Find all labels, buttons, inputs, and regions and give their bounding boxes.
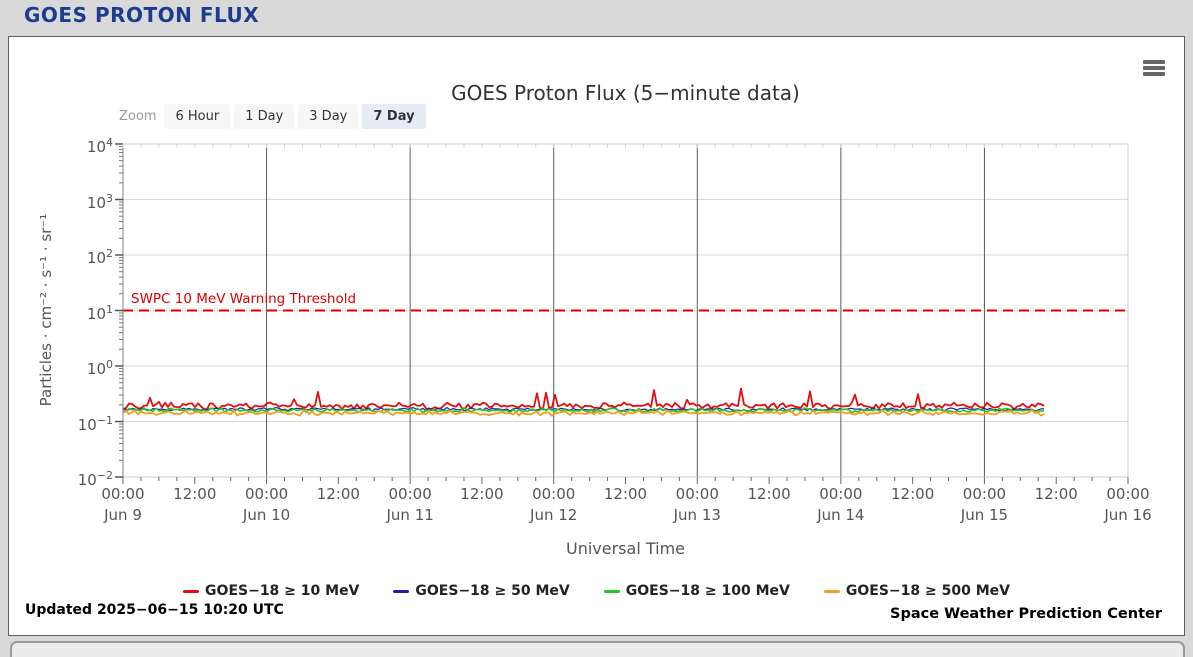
x-axis-date-label: Jun 13 <box>673 506 721 524</box>
threshold-label: SWPC 10 MeV Warning Threshold <box>131 291 357 307</box>
y-axis-tick-label: 10−1 <box>77 413 113 434</box>
x-axis-time-label: 12:00 <box>891 485 935 503</box>
y-axis-title: Particles · cm⁻² · s⁻¹ · sr⁻¹ <box>37 213 55 407</box>
series-line-4 <box>122 408 1045 417</box>
y-axis-tick-label: 102 <box>86 247 113 267</box>
x-axis-time-label: 12:00 <box>1034 485 1078 503</box>
x-axis-time-label: 00:00 <box>962 485 1007 503</box>
source-credit: Space Weather Prediction Center <box>890 606 1162 622</box>
x-axis-time-label: 00:00 <box>819 485 863 503</box>
x-axis-time-label: 00:00 <box>1106 485 1150 503</box>
x-axis-title: Universal Time <box>565 539 685 558</box>
x-axis-time-label: 00:00 <box>532 485 576 503</box>
legend-label: GOES−18 ≥ 100 MeV <box>625 583 790 599</box>
y-axis-tick-label: 10−2 <box>77 469 113 489</box>
x-axis-time-label: 00:00 <box>675 485 719 503</box>
zoom-button-3-day[interactable]: 3 Day <box>298 103 359 129</box>
x-axis-date-label: Jun 15 <box>960 506 1009 524</box>
x-axis-time-label: 12:00 <box>316 485 360 503</box>
zoom-label: Zoom <box>119 108 157 124</box>
legend-item-1[interactable]: GOES−18 ≥ 10 MeV <box>183 583 359 599</box>
x-axis-time-label: 12:00 <box>173 485 217 503</box>
legend: GOES−18 ≥ 10 MeV GOES−18 ≥ 50 MeV GOES−18 … <box>9 583 1184 599</box>
legend-item-2[interactable]: GOES−18 ≥ 50 MeV <box>393 583 570 599</box>
legend-label: GOES−18 ≥ 500 MeV <box>845 583 1010 599</box>
x-axis-date-label: Jun 11 <box>386 506 434 524</box>
y-axis-tick-label: 104 <box>86 136 113 156</box>
updated-timestamp: Updated 2025−06−15 10:20 UTC <box>25 602 284 618</box>
legend-label: GOES−18 ≥ 10 MeV <box>205 583 360 599</box>
chart-title: GOES Proton Flux (5−minute data) <box>451 81 800 105</box>
x-axis-time-label: 12:00 <box>603 485 648 503</box>
series-line-3 <box>122 407 1045 414</box>
hamburger-icon <box>1143 60 1165 64</box>
x-axis-time-label: 00:00 <box>101 485 145 503</box>
chart-container: GOES Proton Flux (5−minute data) Zoom 6 … <box>8 36 1185 636</box>
x-axis-date-label: Jun 10 <box>242 506 291 524</box>
legend-item-4[interactable]: GOES−18 ≥ 500 MeV <box>823 583 1010 599</box>
x-axis-time-label: 00:00 <box>244 485 289 503</box>
x-axis-time-label: 12:00 <box>460 485 504 503</box>
page-title: GOES PROTON FLUX <box>24 3 260 27</box>
x-axis-date-label: Jun 16 <box>1104 506 1152 524</box>
legend-line-icon <box>393 589 410 593</box>
export-menu-button[interactable] <box>1140 57 1168 79</box>
legend-line-icon <box>183 589 200 593</box>
legend-line-icon <box>823 589 840 593</box>
next-section-panel <box>10 641 1185 657</box>
series-line-1 <box>122 387 1045 411</box>
x-axis-date-label: Jun 12 <box>530 506 578 524</box>
x-axis-time-label: 12:00 <box>747 485 791 503</box>
y-axis-tick-label: 100 <box>86 358 113 378</box>
x-axis-time-label: 00:00 <box>388 485 432 503</box>
legend-line-icon <box>603 589 620 593</box>
plot-area[interactable] <box>9 37 1184 577</box>
legend-item-3[interactable]: GOES−18 ≥ 100 MeV <box>603 583 790 599</box>
zoom-button-7-day[interactable]: 7 Day <box>362 103 426 129</box>
y-axis-tick-label: 101 <box>86 302 113 323</box>
x-axis-date-label: Jun 9 <box>104 506 142 524</box>
y-axis-tick-label: 103 <box>86 191 113 212</box>
legend-label: GOES−18 ≥ 50 MeV <box>415 583 570 599</box>
zoom-button-6-hour[interactable]: 6 Hour <box>164 103 231 129</box>
x-axis-date-label: Jun 14 <box>817 506 865 524</box>
zoom-button-1-day[interactable]: 1 Day <box>234 103 295 129</box>
zoom-controls: Zoom 6 Hour 1 Day 3 Day 7 Day <box>119 103 430 129</box>
